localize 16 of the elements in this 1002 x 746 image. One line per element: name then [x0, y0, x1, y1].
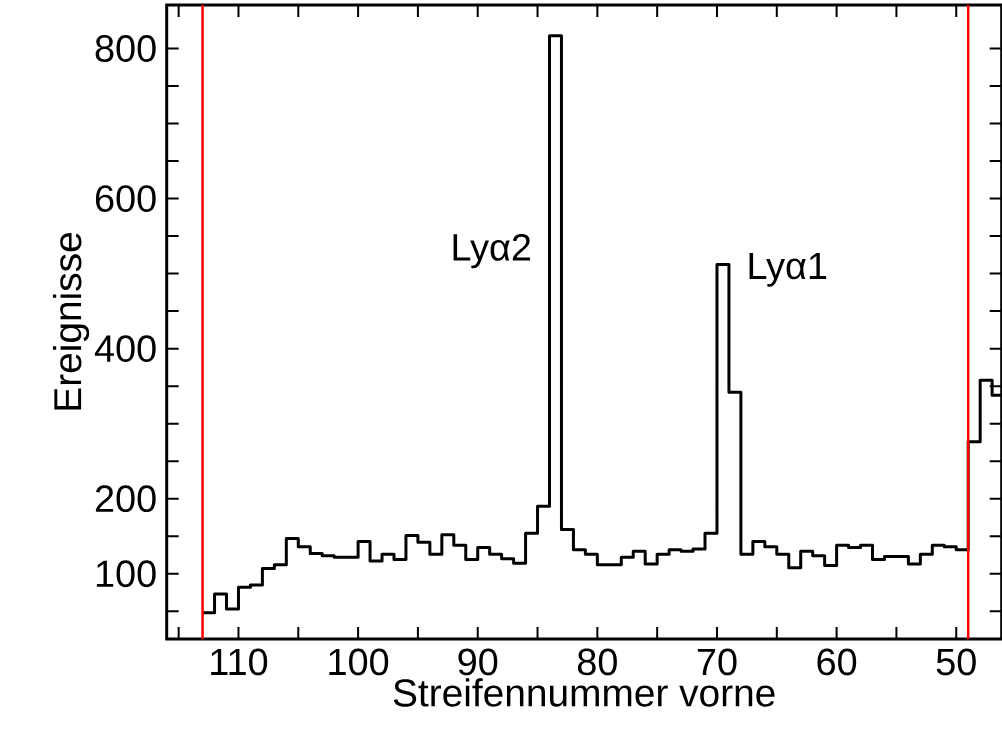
- annotation: Lyα2: [453, 233, 531, 269]
- y-tick-label: 200: [95, 485, 156, 513]
- x-tick-label: 80: [577, 648, 617, 676]
- x-axis-title: Streifennummer vorne: [393, 678, 775, 707]
- y-tick-label: 800: [95, 35, 156, 62]
- x-tick-label: 100: [329, 648, 389, 676]
- x-tick-label: 50: [936, 648, 976, 676]
- y-tick-label: 400: [94, 335, 156, 363]
- annotation: Lyα1: [749, 252, 827, 287]
- x-tick-label: 70: [697, 648, 737, 676]
- x-tick-label: 90: [458, 648, 498, 676]
- y-axis-title: Ereignisse: [52, 233, 90, 410]
- x-tick-label: 60: [817, 648, 857, 676]
- x-tick-label: 110: [211, 648, 268, 676]
- y-tick-label: 600: [95, 185, 156, 212]
- y-tick-label: 100: [96, 560, 156, 588]
